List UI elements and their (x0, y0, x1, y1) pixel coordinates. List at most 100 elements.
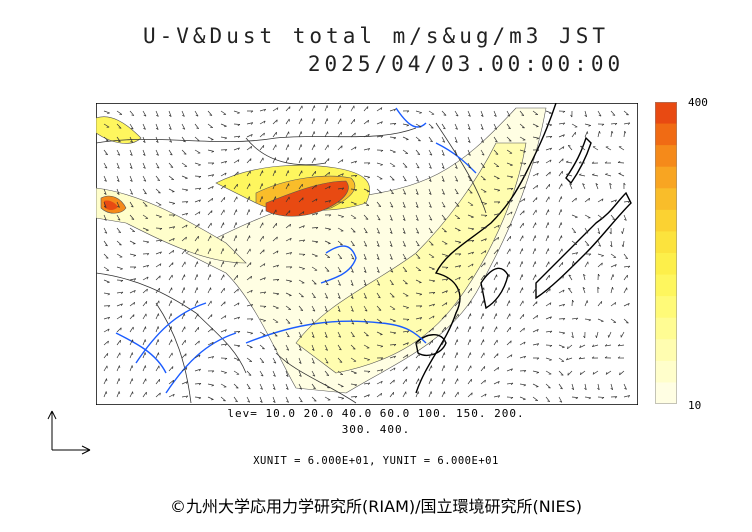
wind-vector-head (588, 319, 592, 322)
wind-vector-head (591, 356, 595, 359)
wind-vector (337, 173, 344, 177)
wind-vector (142, 288, 148, 294)
wind-vector-head (442, 127, 446, 130)
wind-vector-head (402, 218, 406, 221)
wind-vector (207, 314, 213, 320)
colorbar-swatch (655, 231, 677, 254)
wind-vector-head (286, 400, 289, 403)
wind-vector-head (612, 287, 614, 290)
wind-vector-head (274, 170, 277, 173)
wind-vector (519, 383, 526, 386)
wind-vector (350, 318, 355, 325)
wind-vector (220, 235, 224, 242)
wind-vector (220, 396, 226, 402)
wind-vector-head (142, 153, 146, 156)
wind-vector (623, 395, 630, 398)
wind-vector-head (458, 241, 462, 244)
wind-vector-head (146, 229, 149, 232)
wind-vector-head (325, 309, 328, 312)
wind-vector-head (247, 387, 251, 390)
wind-vector-head (604, 356, 608, 359)
wind-vector (415, 227, 420, 234)
wind-vector-head (417, 153, 420, 155)
wind-vector (467, 326, 471, 333)
wind-vector-head (107, 340, 109, 344)
wind-vector-head (376, 257, 380, 260)
wind-vector (350, 188, 357, 191)
wind-vector (129, 110, 135, 116)
wind-vector-head (621, 244, 624, 248)
wind-vector (181, 300, 185, 307)
wind-vector (623, 200, 630, 203)
wind-vector (207, 110, 213, 116)
colorbar-swatch (655, 102, 677, 125)
wind-vector (220, 261, 224, 268)
wind-vector (337, 279, 341, 286)
wind-vector (194, 149, 201, 154)
wind-vector-head (324, 322, 328, 325)
wind-vector (363, 305, 368, 312)
wind-vector (402, 305, 409, 309)
wind-vector (402, 354, 409, 359)
wind-vector (532, 329, 539, 333)
wind-vector (467, 214, 474, 218)
wind-vector (480, 188, 487, 193)
wind-vector (402, 366, 408, 372)
colorbar (655, 102, 677, 404)
wind-vector-head (224, 358, 228, 360)
wind-vector (467, 110, 471, 117)
wind-vector (181, 261, 186, 268)
wind-vector (592, 344, 599, 348)
wind-vector (584, 214, 591, 219)
wind-vector-head (367, 382, 371, 385)
wind-vector-head (300, 144, 303, 147)
wind-vector (233, 316, 240, 320)
wind-vector-head (339, 257, 342, 259)
wind-vector (259, 370, 264, 377)
wind-vector (480, 238, 487, 242)
wind-vector-head (568, 274, 572, 277)
wind-vector (428, 214, 433, 221)
wind-vector (480, 326, 484, 333)
wind-vector (623, 265, 630, 268)
wind-vector-head (350, 283, 354, 286)
wind-vector (493, 188, 500, 191)
wind-vector (246, 183, 251, 190)
wind-vector (618, 173, 625, 177)
wind-vector-head (367, 176, 371, 179)
wind-vector (103, 253, 109, 259)
wind-vector-head (508, 287, 511, 290)
wind-vector (363, 344, 370, 349)
wind-vector (311, 344, 315, 351)
wind-vector-head (211, 342, 214, 345)
wind-vector-head (495, 300, 498, 303)
wind-vector (519, 341, 526, 346)
wind-vector-head (442, 140, 445, 143)
wind-vector (584, 110, 587, 117)
wind-vector-head (326, 118, 329, 121)
wind-vector-head (404, 270, 407, 272)
wind-vector (181, 149, 187, 155)
wind-vector (467, 240, 475, 242)
wind-vector (207, 261, 211, 268)
wind-vector (168, 300, 172, 307)
wind-vector (506, 162, 513, 166)
wind-vector (142, 365, 146, 372)
wind-vector (545, 159, 552, 164)
wind-vector-head (172, 214, 176, 217)
wind-vector-head (183, 140, 186, 143)
wind-vector (454, 123, 458, 130)
wind-vector-head (276, 107, 279, 111)
wind-vector-head (298, 348, 302, 351)
wind-vector-head (289, 280, 293, 283)
wind-vector (168, 352, 173, 359)
wind-vector (532, 184, 538, 190)
wind-vector (103, 365, 108, 372)
wind-vector (545, 302, 552, 307)
wind-vector (441, 123, 446, 130)
wind-vector (272, 292, 279, 295)
wind-vector-head (419, 317, 423, 320)
wind-vector-head (578, 356, 582, 360)
wind-vector-head (328, 200, 332, 203)
wind-vector (545, 288, 551, 294)
